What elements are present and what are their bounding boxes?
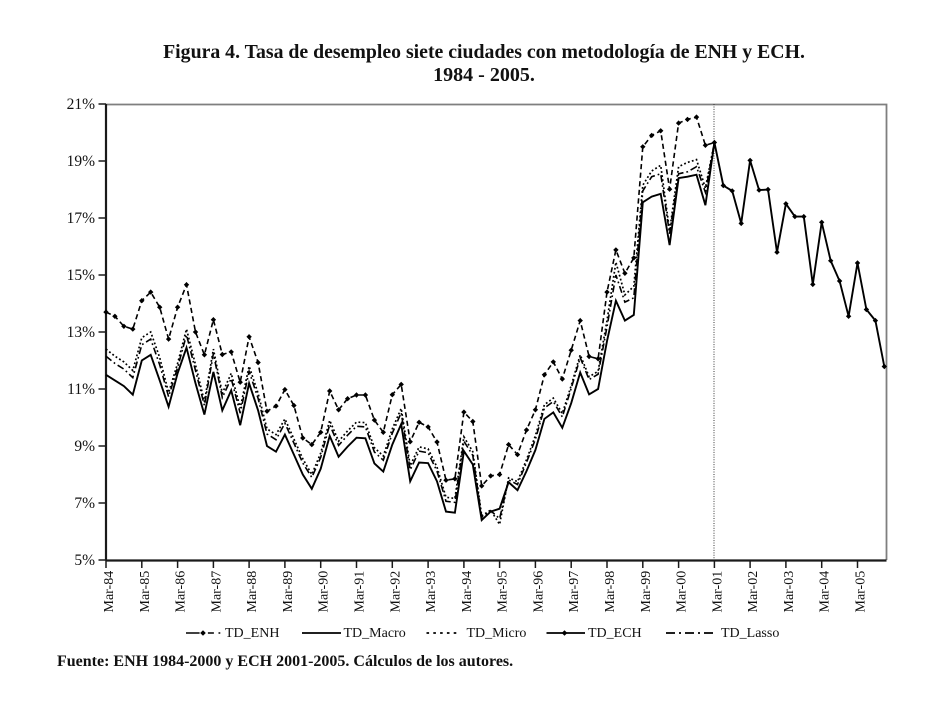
svg-text:13%: 13% xyxy=(67,324,96,341)
svg-text:Mar-03: Mar-03 xyxy=(782,571,797,613)
svg-text:21%: 21% xyxy=(67,96,96,113)
svg-text:15%: 15% xyxy=(67,267,96,284)
svg-text:Mar-97: Mar-97 xyxy=(567,571,582,613)
svg-text:Fuente: ENH 1984-2000 y ECH 20: Fuente: ENH 1984-2000 y ECH 2001-2005. C… xyxy=(57,653,513,670)
svg-text:19%: 19% xyxy=(67,153,96,170)
svg-text:Mar-02: Mar-02 xyxy=(746,571,761,613)
svg-text:TD_Macro: TD_Macro xyxy=(344,626,406,641)
svg-text:Mar-84: Mar-84 xyxy=(102,571,117,613)
svg-text:Mar-05: Mar-05 xyxy=(854,571,869,613)
svg-text:Mar-92: Mar-92 xyxy=(388,571,403,613)
svg-text:7%: 7% xyxy=(74,495,95,512)
svg-text:5%: 5% xyxy=(74,552,95,569)
svg-text:TD_ENH: TD_ENH xyxy=(225,626,279,641)
svg-text:Mar-95: Mar-95 xyxy=(496,571,511,613)
svg-text:Mar-91: Mar-91 xyxy=(353,571,368,613)
svg-text:Mar-87: Mar-87 xyxy=(209,571,224,613)
svg-text:TD_Micro: TD_Micro xyxy=(467,626,527,641)
svg-text:Mar-96: Mar-96 xyxy=(531,571,546,613)
svg-text:Mar-90: Mar-90 xyxy=(317,571,332,613)
svg-text:9%: 9% xyxy=(74,438,95,455)
svg-text:Mar-89: Mar-89 xyxy=(281,571,296,613)
svg-text:Mar-86: Mar-86 xyxy=(174,571,189,613)
svg-text:1984 - 2005.: 1984 - 2005. xyxy=(433,64,535,86)
svg-text:Mar-99: Mar-99 xyxy=(639,571,654,613)
svg-text:Figura 4. Tasa de desempleo si: Figura 4. Tasa de desempleo siete ciudad… xyxy=(163,41,805,63)
svg-text:Mar-00: Mar-00 xyxy=(675,571,690,613)
svg-text:TD_Lasso: TD_Lasso xyxy=(721,626,779,641)
svg-text:17%: 17% xyxy=(67,210,96,227)
svg-text:Mar-98: Mar-98 xyxy=(603,571,618,613)
svg-text:Mar-94: Mar-94 xyxy=(460,571,475,613)
svg-text:11%: 11% xyxy=(67,381,95,398)
svg-text:Mar-93: Mar-93 xyxy=(424,571,439,613)
svg-text:Mar-01: Mar-01 xyxy=(710,571,725,613)
svg-text:Mar-85: Mar-85 xyxy=(138,571,153,613)
svg-text:Mar-04: Mar-04 xyxy=(818,571,833,613)
svg-text:TD_ECH: TD_ECH xyxy=(588,626,642,641)
svg-text:Mar-88: Mar-88 xyxy=(245,571,260,613)
